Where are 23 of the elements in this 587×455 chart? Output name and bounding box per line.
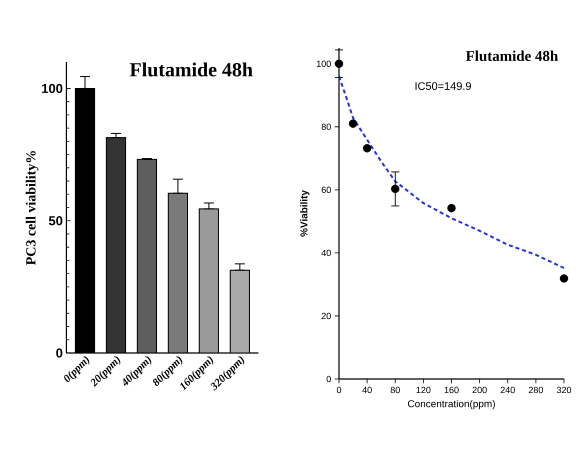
chart-title: Flutamide 48h: [466, 50, 558, 62]
x-tick-label: 240: [500, 386, 515, 394]
x-tick-label: 320: [556, 386, 572, 394]
x-axis-title: Concentration(ppm): [408, 400, 495, 410]
annotation: IC50=149.9: [416, 82, 471, 90]
y-tick-label: 20: [322, 312, 331, 320]
x-tick-label: 120: [416, 386, 431, 394]
y-tick-label: 80: [322, 124, 331, 130]
x-tick-label: 160: [444, 386, 459, 394]
x-tick-label: 200: [472, 386, 487, 394]
y-tick-label: 100: [316, 60, 331, 67]
y-tick-label: 100: [42, 84, 62, 94]
y-axis-title: %Viability: [300, 190, 310, 237]
x-tick-label: 80: [390, 386, 400, 394]
x-tick-label: 280: [528, 386, 544, 394]
x-tick-label: 0: [336, 386, 342, 394]
y-tick-label: 60: [322, 186, 331, 194]
y-tick-label: 40: [321, 250, 331, 256]
y-tick-label: 50: [48, 216, 62, 226]
y-axis-title: PC3 cell viability%: [26, 151, 38, 265]
y-tick-label: 0: [56, 348, 62, 358]
x-tick-label: 40: [362, 386, 372, 394]
chart-title: Flutamide 48h: [130, 62, 253, 77]
